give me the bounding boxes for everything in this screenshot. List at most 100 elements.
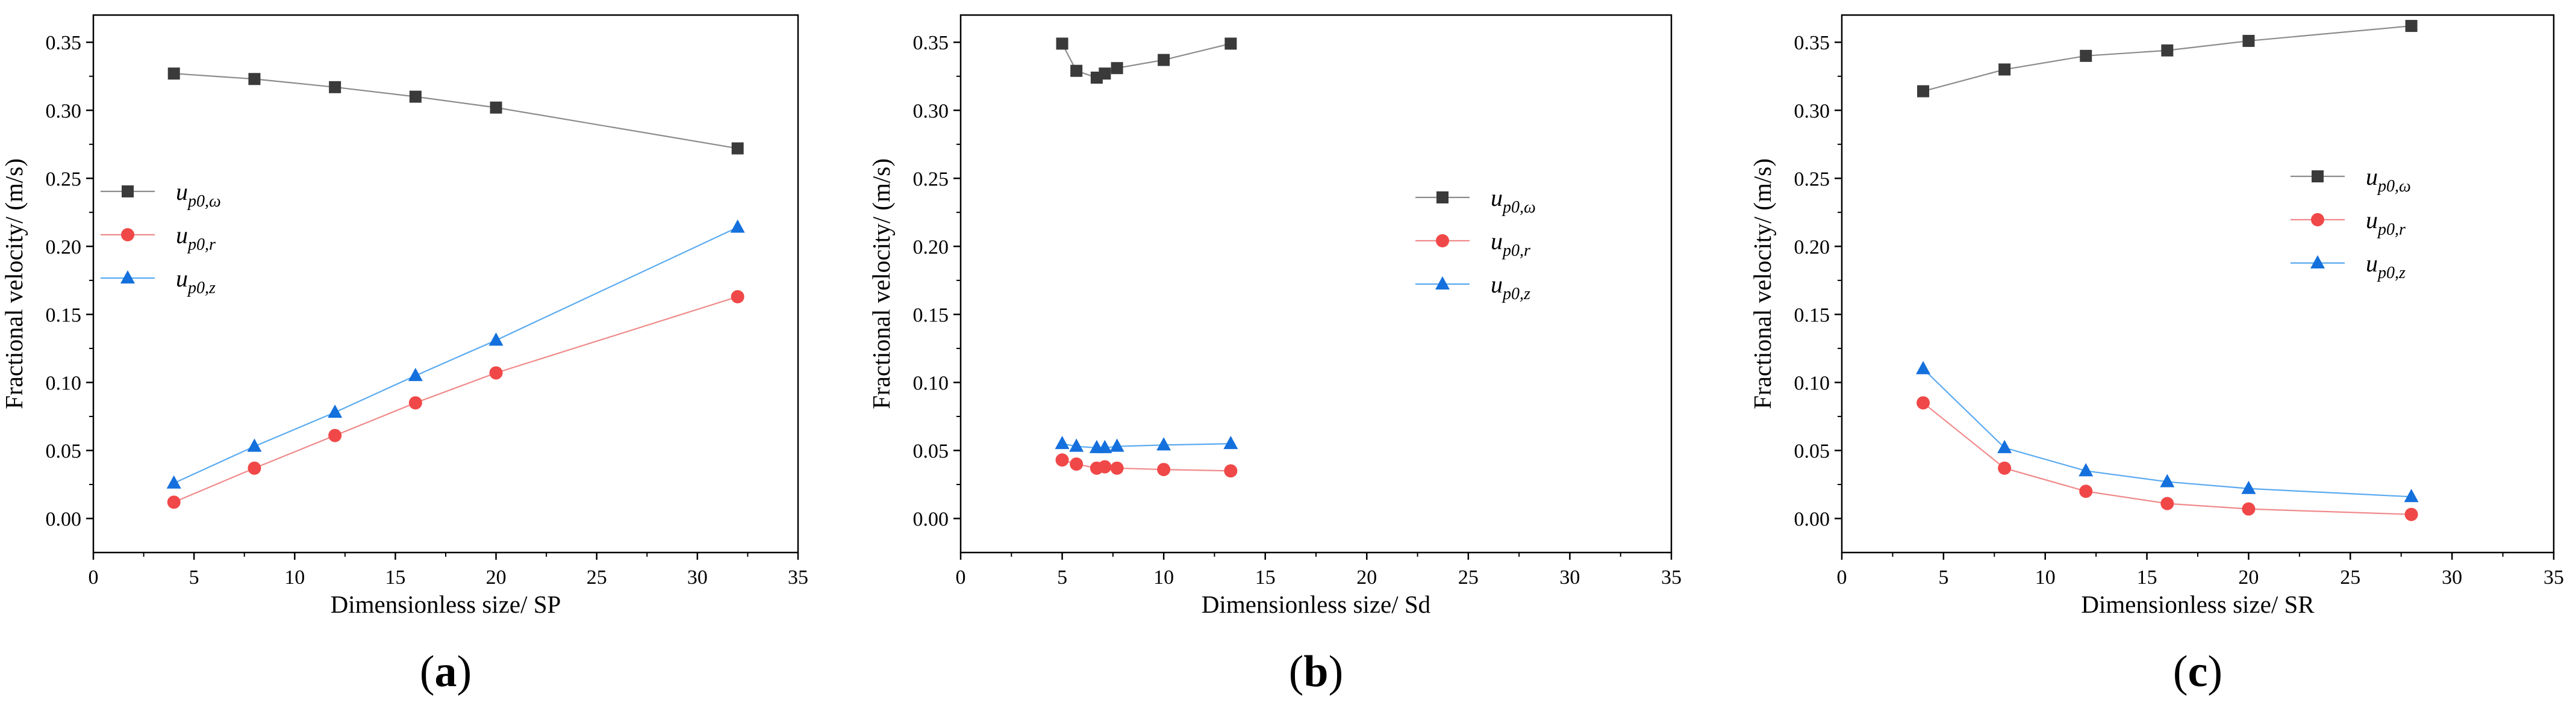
data-point-square	[409, 90, 422, 103]
data-point-triangle	[1055, 436, 1070, 450]
data-point-circle	[1070, 457, 1084, 471]
x-axis-title: Dimensionless size/ Sd	[1202, 590, 1430, 618]
legend-label: up0,r	[1491, 228, 1530, 260]
legend-label: up0,ω	[1491, 184, 1536, 217]
y-tick-label: 0.35	[46, 32, 82, 54]
data-point-triangle	[1997, 439, 2012, 453]
data-point-square	[1917, 85, 1930, 98]
x-tick-label: 20	[1356, 566, 1377, 589]
y-tick-label: 0.15	[913, 304, 949, 326]
x-tick-label: 10	[1153, 566, 1174, 589]
legend-label: up0,r	[176, 221, 216, 254]
chart-panel-3: 0 5 10 15 20 25 30 35 0.00 0.05 0.10 0.15 0.20 0.25 0.…	[1748, 14, 2564, 696]
data-point-square	[1056, 37, 1068, 50]
series-line-square	[1923, 25, 2412, 92]
data-point-triangle	[247, 438, 262, 452]
legend-entry-square: up0,ω	[101, 178, 221, 211]
data-point-square	[2161, 44, 2174, 57]
legend-marker-circle	[2311, 213, 2324, 226]
panel-label: (a)	[420, 647, 472, 696]
legend-label: up0,ω	[2366, 163, 2411, 196]
data-point-triangle	[1069, 438, 1084, 452]
chart-panel-2: 0 5 10 15 20 25 30 35 0.00 0.05 0.10 0.15 0.20 0.25 0.…	[867, 14, 1682, 696]
data-point-triangle	[408, 368, 423, 382]
x-tick-label: 25	[587, 566, 607, 589]
y-tick-label: 0.20	[1794, 236, 1830, 258]
x-tick-label: 35	[788, 566, 808, 589]
x-tick-label: 10	[2035, 566, 2056, 589]
data-point-triangle	[1109, 438, 1124, 452]
legend-entry-square: up0,ω	[2291, 163, 2411, 196]
y-tick-label: 0.05	[46, 440, 82, 462]
y-tick-label: 0.25	[1794, 168, 1830, 190]
data-point-square	[731, 142, 744, 155]
data-point-square	[329, 81, 341, 93]
x-tick-label: 35	[2543, 566, 2564, 589]
data-point-square	[1998, 63, 2011, 76]
legend-entry-circle: up0,r	[2291, 206, 2406, 239]
chart-panel-1: 0 5 10 15 20 25 30 35 0.00 0.05 0.10 0.15 0.20 0.25 0.…	[0, 14, 808, 696]
series-line-triangle	[173, 226, 738, 484]
plot-frame	[959, 14, 1673, 554]
x-tick-label: 30	[687, 566, 708, 589]
x-tick-label: 15	[1255, 566, 1276, 589]
data-point-circle	[1110, 461, 1124, 475]
series-line-circle	[1062, 459, 1231, 472]
y-tick-label: 0.20	[913, 236, 949, 258]
data-point-square	[167, 67, 180, 80]
series-line-circle	[173, 296, 738, 503]
data-point-square	[1111, 62, 1123, 75]
data-point-circle	[167, 495, 181, 509]
legend-marker-triangle	[120, 270, 135, 283]
data-point-triangle	[2079, 463, 2094, 477]
x-tick-label: 5	[189, 566, 199, 589]
data-point-square	[1099, 67, 1111, 80]
data-point-triangle	[1223, 436, 1238, 450]
series-line-circle	[1923, 402, 2412, 515]
data-point-circle	[731, 290, 744, 303]
x-tick-label: 10	[284, 566, 305, 589]
data-point-square	[248, 73, 261, 85]
data-point-triangle	[1916, 361, 1931, 374]
data-point-square	[1070, 64, 1083, 77]
x-tick-label: 0	[89, 566, 99, 589]
legend-entry-square: up0,ω	[1415, 184, 1536, 217]
y-tick-label: 0.30	[913, 100, 949, 122]
y-tick-label: 0.20	[46, 236, 82, 258]
data-point-square	[1224, 37, 1237, 50]
y-axis-title: Fractional velocity/ (m/s)	[1748, 158, 1776, 409]
data-point-triangle	[2241, 480, 2256, 494]
data-point-triangle	[488, 332, 504, 346]
y-tick-label: 0.10	[913, 372, 949, 394]
series-line-triangle	[1062, 443, 1231, 449]
y-tick-label: 0.30	[1794, 100, 1830, 122]
data-point-circle	[1224, 464, 1238, 478]
data-point-circle	[328, 429, 342, 442]
data-point-circle	[1998, 461, 2012, 475]
legend-entry-circle: up0,r	[1415, 228, 1530, 260]
legend-entry-triangle: up0,z	[101, 265, 216, 297]
legend-entry-triangle: up0,z	[1415, 271, 1530, 303]
x-tick-label: 20	[486, 566, 507, 589]
data-point-triangle	[730, 219, 745, 233]
data-point-triangle	[2160, 474, 2175, 488]
x-tick-label: 25	[1458, 566, 1479, 589]
y-tick-label: 0.10	[46, 372, 82, 394]
legend-marker-square	[122, 185, 134, 197]
x-tick-label: 35	[1661, 566, 1682, 589]
x-tick-label: 20	[2238, 566, 2259, 589]
x-tick-label: 5	[1057, 566, 1067, 589]
data-point-circle	[2160, 497, 2174, 510]
panel-label: (c)	[2173, 647, 2222, 696]
legend-label: up0,z	[1491, 271, 1530, 303]
x-tick-label: 15	[385, 566, 405, 589]
data-point-circle	[408, 396, 422, 410]
y-tick-label: 0.25	[46, 168, 82, 190]
data-point-circle	[2079, 485, 2093, 498]
y-axis-title: Fractional velocity/ (m/s)	[0, 158, 28, 409]
y-tick-label: 0.35	[913, 32, 949, 54]
x-tick-label: 0	[1837, 566, 1847, 589]
data-point-square	[2242, 34, 2255, 47]
legend-label: up0,z	[2366, 250, 2406, 282]
